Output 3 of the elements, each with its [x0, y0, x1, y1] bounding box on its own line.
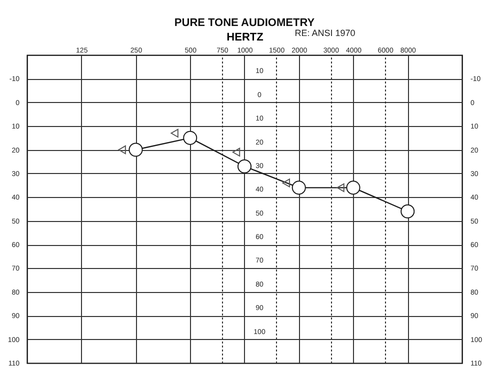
- chart-title: PURE TONE AUDIOMETRY: [174, 17, 316, 29]
- x-axis-title: HERTZ: [226, 32, 264, 44]
- text: RE: ANSI 1970: [294, 28, 356, 38]
